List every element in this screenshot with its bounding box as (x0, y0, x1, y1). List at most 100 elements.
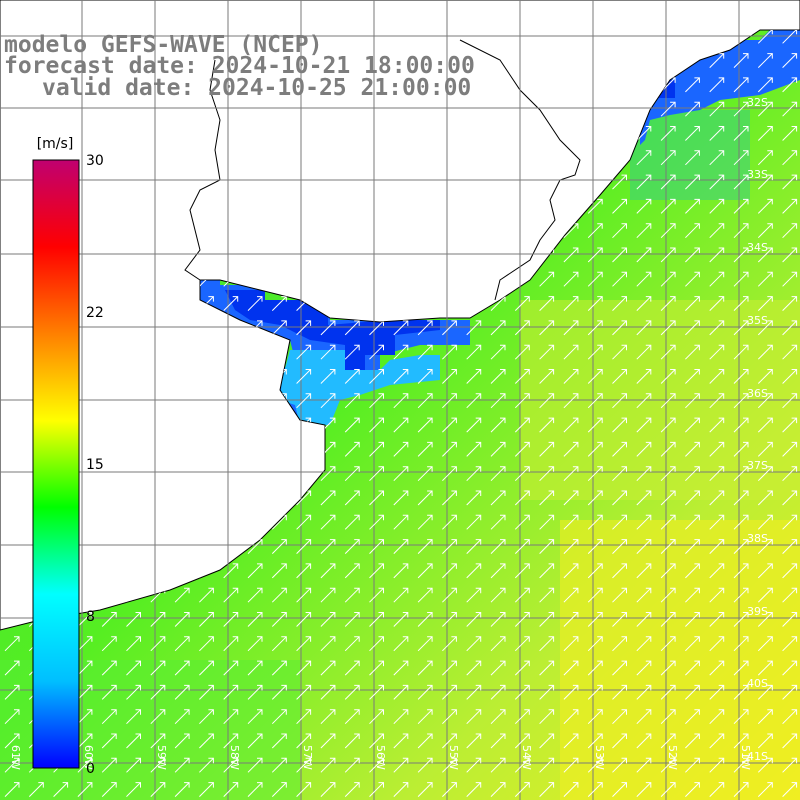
longitude-labels: 61W 60W 59W 58W 57W 56W 55W 54W 53W 52W … (9, 745, 752, 770)
wind-arrow (660, 660, 676, 676)
wind-arrow (393, 587, 409, 603)
wind-arrow (393, 709, 409, 725)
wind-arrow (247, 636, 263, 652)
wind-arrow (757, 30, 773, 44)
wind-arrow (612, 563, 627, 579)
wind-arrow (466, 441, 482, 457)
colorbar: [m/s] 30 22 15 8 0 (32, 136, 104, 777)
wind-arrow (636, 393, 652, 409)
wind-arrow (223, 636, 239, 652)
wind-arrow (417, 344, 433, 360)
wind-arrow (782, 612, 798, 627)
wind-arrow (150, 757, 166, 773)
wind-arrow (685, 174, 700, 190)
wind-arrow (782, 77, 798, 93)
wind-arrow (296, 684, 312, 700)
lat-label: 40S (747, 677, 768, 690)
wind-arrow (587, 563, 603, 579)
wind-arrow (393, 539, 409, 554)
wind-arrow (612, 782, 627, 797)
wind-arrow (101, 709, 117, 725)
wind-arrow (685, 709, 700, 725)
wind-arrow (636, 733, 652, 749)
wind-arrow (4, 733, 20, 749)
wind-arrow (490, 441, 506, 457)
wind-arrow (296, 344, 312, 360)
wind-arrow (539, 709, 555, 725)
wind-arrow (466, 660, 482, 676)
wind-arrow (247, 733, 263, 749)
wind-arrow (101, 782, 117, 797)
wind-arrow (733, 247, 749, 263)
wind-arrow (271, 757, 287, 773)
wind-arrow (709, 344, 725, 360)
wind-arrow (393, 757, 409, 773)
wind-arrow (636, 271, 652, 287)
wind-arrow (733, 466, 749, 482)
wind-arrow (150, 782, 166, 797)
wind-arrow (612, 296, 627, 311)
wind-arrow (709, 393, 725, 409)
wind-arrow (587, 757, 603, 773)
wind-arrow (733, 369, 749, 384)
wind-arrow (563, 441, 579, 457)
wind-arrow (587, 660, 603, 676)
wind-arrow (174, 757, 190, 773)
wind-arrow (660, 198, 676, 214)
wind-arrow (393, 393, 409, 409)
wind-arrow (223, 757, 239, 773)
wind-arrow (199, 782, 214, 797)
wind-arrow (757, 466, 773, 482)
wind-arrow (757, 344, 773, 360)
wind-arrow (417, 539, 433, 554)
wind-arrow (466, 757, 482, 773)
wind-arrow (466, 393, 482, 409)
wind-arrow (4, 636, 20, 652)
wind-arrow (612, 684, 627, 700)
wind-arrow (247, 709, 263, 725)
wind-arrow (539, 369, 555, 384)
wind-arrow (53, 782, 69, 797)
wind-arrow (442, 490, 457, 506)
lon-label: 60W (82, 745, 95, 770)
wind-arrow (660, 101, 676, 117)
wind-arrow (685, 369, 700, 384)
wind-arrow (733, 296, 749, 311)
wind-arrow (636, 198, 652, 214)
wind-arrow (296, 612, 312, 627)
wind-arrow (393, 660, 409, 676)
wind-arrow (660, 684, 676, 700)
wind-arrow (563, 660, 579, 676)
wind-arrow (782, 271, 798, 287)
wind-arrow (612, 198, 627, 214)
wind-arrow (417, 684, 433, 700)
wind-arrow (490, 636, 506, 652)
wind-arrow (733, 198, 749, 214)
wind-arrow (466, 563, 482, 579)
wind-arrow (757, 53, 773, 68)
wind-arrow (271, 296, 287, 311)
wind-arrow (320, 684, 336, 700)
wind-arrow (514, 490, 530, 506)
wind-arrow (612, 344, 627, 360)
wind-arrow (685, 514, 700, 530)
wind-arrow (782, 369, 798, 384)
wind-arrow (539, 782, 555, 797)
wind-arrow (733, 587, 749, 603)
wind-arrow (612, 174, 627, 190)
colorbar-tick: 30 (86, 153, 104, 169)
wind-arrow (612, 636, 627, 652)
wind-arrow (223, 782, 239, 797)
wind-arrow (685, 684, 700, 700)
wind-arrow (344, 782, 360, 797)
wind-arrow (344, 660, 360, 676)
wind-arrow (660, 126, 676, 141)
wind-arrow (660, 441, 676, 457)
wind-arrow (320, 344, 336, 360)
wind-arrow (466, 417, 482, 433)
wind-arrow (369, 393, 384, 409)
wind-arrow (757, 660, 773, 676)
wind-arrow (296, 660, 312, 676)
wind-arrow (369, 563, 384, 579)
wind-arrow (417, 393, 433, 409)
